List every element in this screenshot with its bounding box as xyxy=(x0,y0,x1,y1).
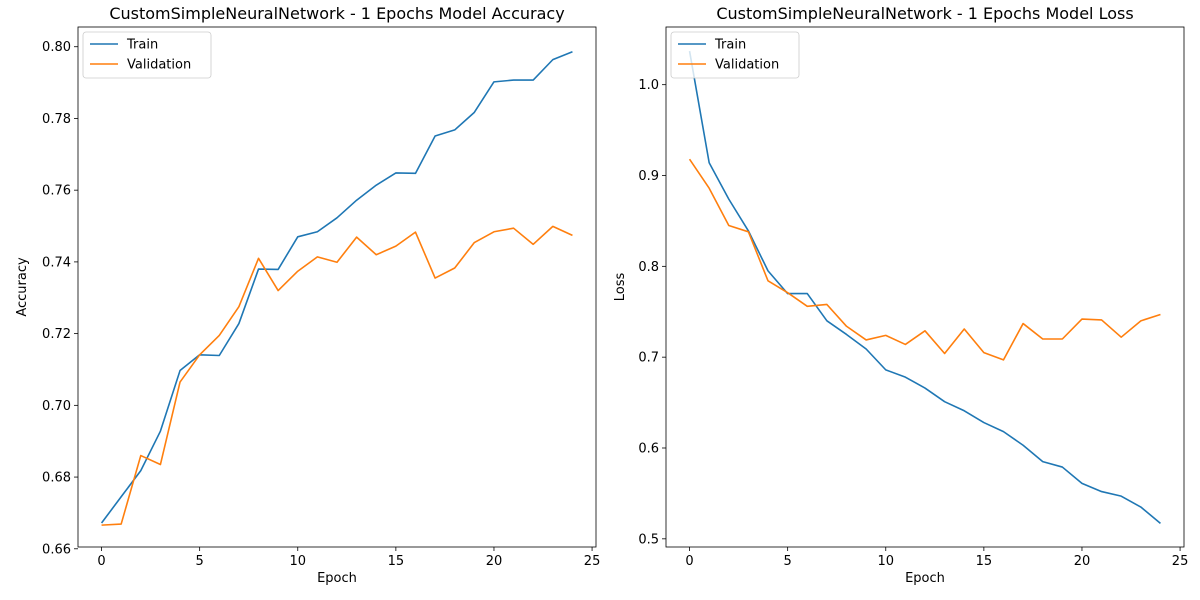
legend-label-validation: Validation xyxy=(715,58,779,73)
legend-label-train: Train xyxy=(714,38,746,53)
x-tick-label: 25 xyxy=(584,554,601,569)
y-tick-label: 0.74 xyxy=(42,255,71,270)
x-axis-label: Epoch xyxy=(317,571,357,586)
y-axis-label: Loss xyxy=(613,273,628,302)
y-tick-label: 0.6 xyxy=(638,441,659,456)
x-tick-label: 25 xyxy=(1172,554,1189,569)
y-tick-label: 0.68 xyxy=(42,471,71,486)
series-line-validation xyxy=(688,158,1161,361)
x-tick-label: 0 xyxy=(685,554,693,569)
x-tick-label: 15 xyxy=(976,554,993,569)
series-line-validation xyxy=(101,225,573,526)
x-tick-label: 20 xyxy=(1074,554,1091,569)
x-tick-label: 20 xyxy=(486,554,503,569)
x-tick-label: 10 xyxy=(877,554,894,569)
y-tick-label: 0.9 xyxy=(638,169,659,184)
y-tick-label: 0.78 xyxy=(42,112,71,127)
series-line-train xyxy=(100,50,573,524)
y-tick-label: 0.66 xyxy=(42,542,71,557)
x-tick-label: 10 xyxy=(289,554,306,569)
chart-loss: CustomSimpleNeuralNetwork - 1 Epochs Mod… xyxy=(613,4,1188,586)
x-tick-label: 5 xyxy=(196,554,204,569)
series-line-train xyxy=(688,50,1161,524)
x-tick-label: 15 xyxy=(388,554,405,569)
chart-title: CustomSimpleNeuralNetwork - 1 Epochs Mod… xyxy=(109,4,564,23)
plot-frame xyxy=(665,26,1185,548)
y-tick-label: 0.5 xyxy=(638,532,659,547)
y-tick-label: 1.0 xyxy=(638,78,659,93)
y-tick-label: 0.72 xyxy=(42,327,71,342)
chart-title: CustomSimpleNeuralNetwork - 1 Epochs Mod… xyxy=(716,4,1133,23)
legend-label-validation: Validation xyxy=(127,58,191,73)
chart-accuracy: CustomSimpleNeuralNetwork - 1 Epochs Mod… xyxy=(15,4,600,586)
plot-frame xyxy=(77,26,597,548)
y-tick-label: 0.8 xyxy=(638,260,659,275)
x-tick-label: 5 xyxy=(784,554,792,569)
x-axis-label: Epoch xyxy=(905,571,945,586)
y-tick-label: 0.80 xyxy=(42,40,71,55)
x-tick-label: 0 xyxy=(97,554,105,569)
y-axis-label: Accuracy xyxy=(15,257,30,317)
y-tick-label: 0.7 xyxy=(638,351,659,366)
y-tick-label: 0.76 xyxy=(42,184,71,199)
legend-label-train: Train xyxy=(126,38,158,53)
y-tick-label: 0.70 xyxy=(42,399,71,414)
